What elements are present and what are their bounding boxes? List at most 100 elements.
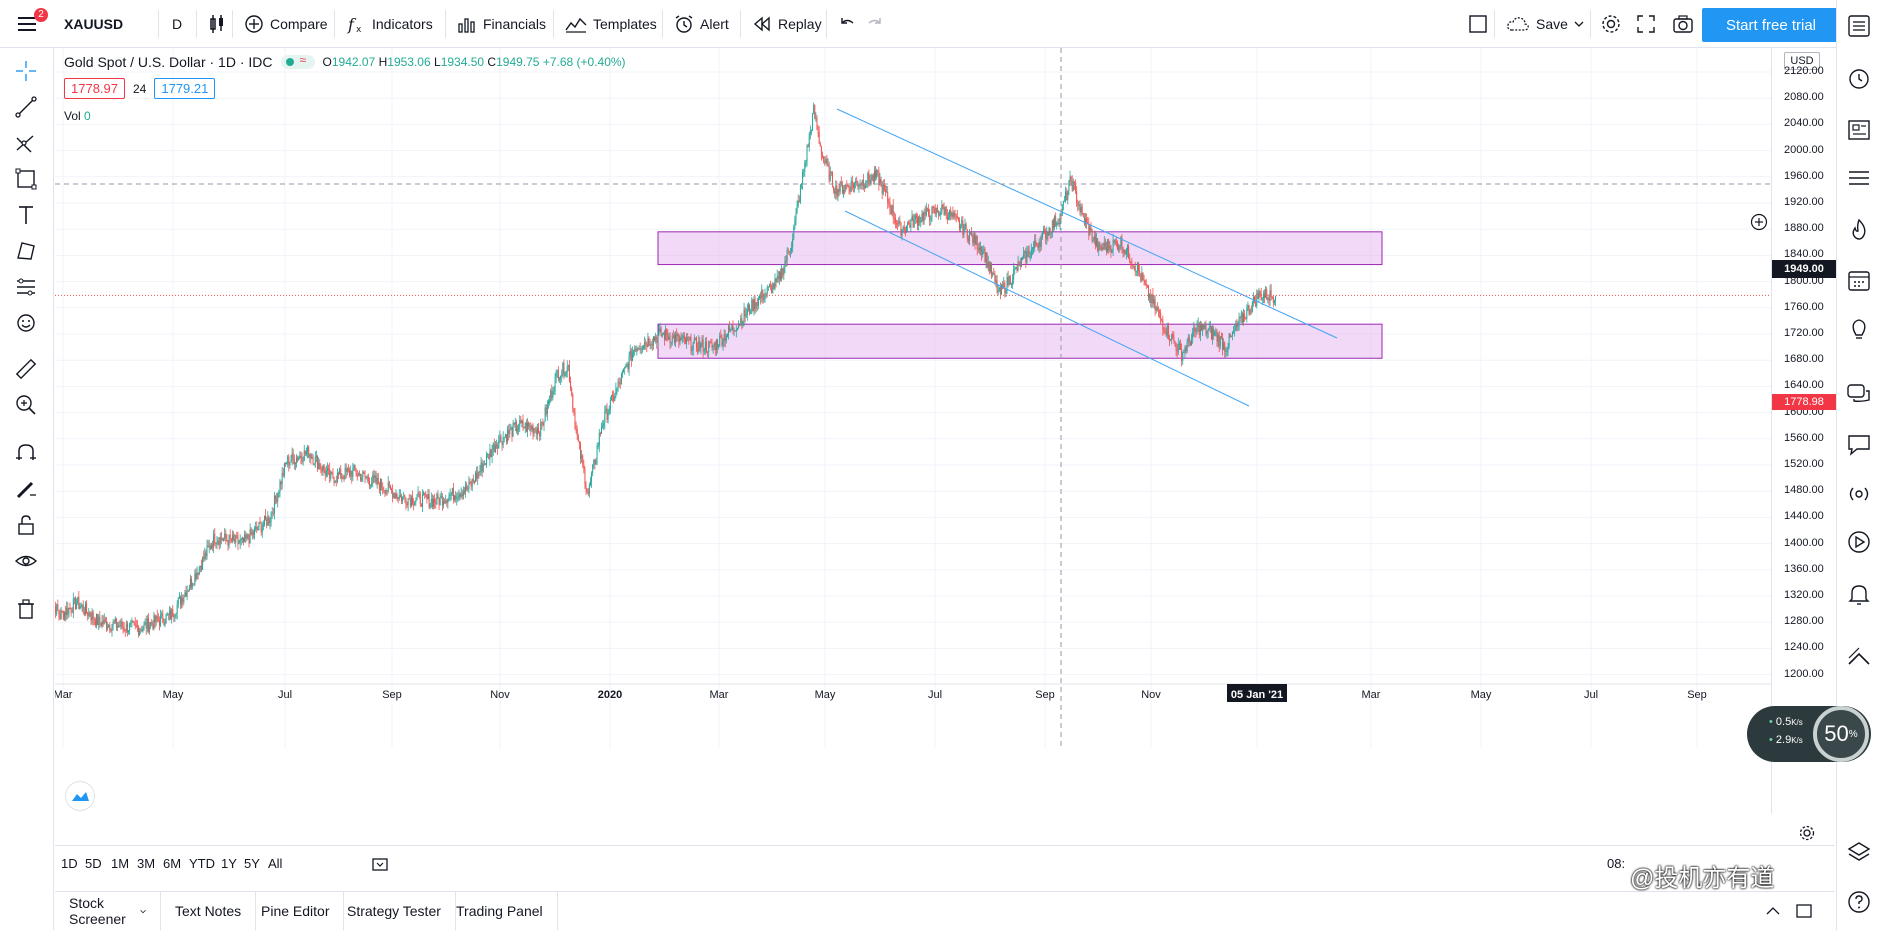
start-free-trial-button[interactable]: Start free trial [1702, 8, 1840, 42]
candle-body [652, 336, 654, 345]
crosshair-icon[interactable] [13, 58, 39, 84]
save-button[interactable]: Save [1500, 8, 1590, 40]
currency-label[interactable]: USD [1784, 52, 1820, 70]
range-1m[interactable]: 1M [111, 856, 130, 871]
sell-price-button[interactable]: 1778.97 [64, 78, 125, 99]
redo-button[interactable] [860, 8, 890, 40]
symbol-title[interactable]: Gold Spot / U.S. Dollar · 1D · IDC [64, 54, 273, 70]
add-alert-plus-icon[interactable] [1750, 213, 1768, 231]
candle-body [271, 512, 273, 514]
prediction-tool-icon[interactable] [13, 274, 39, 300]
candle-body [218, 540, 220, 545]
private-chats-icon[interactable] [1845, 430, 1873, 458]
spread-value: 24 [133, 81, 147, 96]
candle-body [185, 592, 187, 597]
tab-strategy-tester[interactable]: Strategy Tester [333, 892, 456, 930]
axis-settings-gear-icon[interactable] [1798, 824, 1816, 842]
help-icon[interactable] [1845, 888, 1873, 916]
watchlist-icon[interactable] [1845, 12, 1873, 40]
range-6m[interactable]: 6M [163, 856, 182, 871]
trash-icon[interactable] [13, 596, 39, 622]
replay-button[interactable]: Replay [746, 8, 828, 40]
price-zone-rect[interactable] [657, 323, 1383, 359]
financials-button[interactable]: Financials [451, 8, 552, 40]
candle-body [437, 494, 439, 499]
candle-body [914, 215, 916, 219]
compare-button[interactable]: Compare [238, 8, 334, 40]
channel-trend-line[interactable] [844, 210, 1250, 407]
tab-text-notes[interactable]: Text Notes [161, 892, 257, 930]
tab-trading-panel[interactable]: Trading Panel [442, 892, 558, 930]
candle-body [1109, 245, 1111, 250]
news-icon[interactable] [1845, 116, 1873, 144]
collapse-chevron-icon[interactable] [1845, 644, 1873, 672]
candle-body [282, 473, 284, 476]
range-5d[interactable]: 5D [85, 856, 102, 871]
price-tick-label: 1320.00 [1784, 589, 1824, 601]
candle-body [356, 475, 358, 477]
range-all[interactable]: All [268, 856, 283, 871]
chats-icon[interactable] [1845, 380, 1873, 408]
undo-button[interactable] [832, 8, 862, 40]
templates-button[interactable]: Templates [559, 8, 663, 40]
network-speed-widget[interactable]: • 0.5K/s • 2.9K/s 50% [1747, 706, 1871, 762]
panel-collapse-icon[interactable] [1765, 904, 1781, 918]
data-window-icon[interactable] [1845, 164, 1873, 192]
menu-button[interactable] [10, 8, 44, 40]
tab-pine-editor[interactable]: Pine Editor [247, 892, 345, 930]
play-circle-icon[interactable] [1845, 528, 1873, 556]
chart-style-button[interactable] [202, 8, 232, 40]
lock-drawing-pencil-icon[interactable] [13, 476, 39, 502]
layers-icon[interactable] [1845, 838, 1873, 866]
magnet-icon[interactable] [13, 440, 39, 466]
layout-button[interactable] [1462, 8, 1494, 40]
streams-icon[interactable] [1845, 480, 1873, 508]
candle-body [656, 336, 658, 343]
range-1d[interactable]: 1D [61, 856, 78, 871]
trend-line-icon[interactable] [13, 94, 39, 120]
price-axis[interactable]: USD 2120.00 2080.00 2040.00 2000.00 1960.00 1… [1771, 48, 1836, 841]
candle-body [570, 381, 572, 389]
range-3m[interactable]: 3M [137, 856, 156, 871]
symbol-search[interactable]: XAUUSD [64, 16, 124, 32]
hotlist-flame-icon[interactable] [1845, 216, 1873, 244]
fullscreen-button[interactable] [1630, 8, 1662, 40]
candle-body [975, 236, 977, 245]
candle-body [281, 473, 283, 485]
fib-tool-icon[interactable] [13, 130, 39, 156]
settings-button[interactable] [1594, 8, 1628, 40]
rectangle-tool-icon[interactable] [13, 166, 39, 192]
lock-icon[interactable] [13, 512, 39, 538]
snapshot-button[interactable] [1666, 8, 1700, 40]
range-1y[interactable]: 1Y [221, 856, 237, 871]
alert-button[interactable]: Alert [668, 8, 735, 40]
pattern-tool-icon[interactable] [13, 238, 39, 264]
ideas-lightbulb-icon[interactable] [1845, 316, 1873, 344]
price-chart[interactable]: Mar May Jul Sep Nov 2020 Mar May Jul Sep Nov 05 Jan… [55, 48, 1771, 814]
clock-label[interactable]: 08: [1607, 856, 1626, 871]
candle-body [1027, 250, 1029, 252]
candle-body [1133, 265, 1135, 267]
channel-trend-line[interactable] [836, 108, 1338, 339]
calendar-icon[interactable] [1845, 266, 1873, 294]
smiley-icon[interactable] [13, 310, 39, 336]
panel-maximize-icon[interactable] [1795, 903, 1813, 919]
candle-body [121, 621, 123, 627]
buy-price-button[interactable]: 1779.21 [154, 78, 216, 99]
range-ytd[interactable]: YTD [189, 856, 215, 871]
interval-button[interactable]: D [172, 16, 183, 32]
candle-body [886, 191, 888, 193]
candle-body [279, 481, 281, 493]
zoom-in-icon[interactable] [13, 392, 39, 418]
tradingview-logo[interactable] [66, 782, 94, 810]
eye-icon[interactable] [13, 548, 39, 574]
range-5y[interactable]: 5Y [244, 856, 260, 871]
text-tool-icon[interactable] [13, 202, 39, 228]
ruler-icon[interactable] [13, 356, 39, 382]
notifications-bell-icon[interactable] [1845, 580, 1873, 608]
candle-body [1273, 300, 1275, 303]
tab-stock-screener[interactable]: Stock Screener [55, 892, 161, 930]
alarm-clock-icon[interactable] [1845, 64, 1873, 92]
date-range-icon[interactable] [371, 855, 389, 873]
